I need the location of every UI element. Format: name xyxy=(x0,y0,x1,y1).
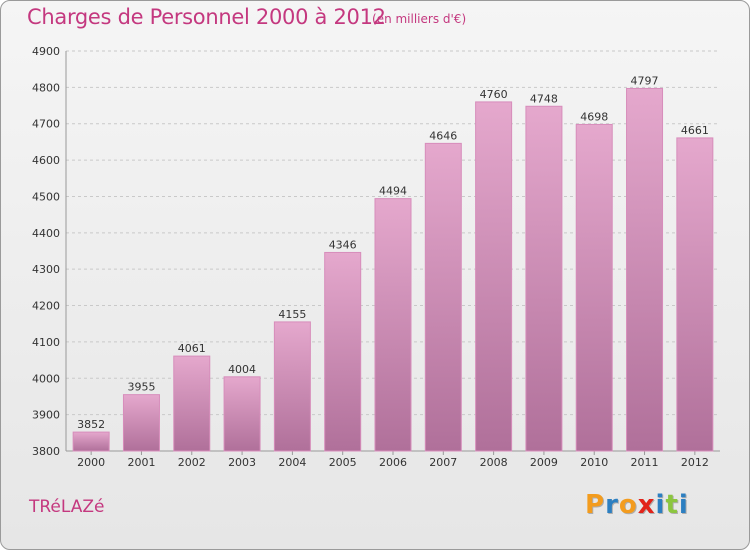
chart-title: Charges de Personnel 2000 à 2012 xyxy=(27,5,386,29)
bar-2001 xyxy=(122,394,160,452)
bar-value-label: 4346 xyxy=(329,238,357,251)
axes: 3800 3900 4000 4100 4200 4300 4400 4500 4600 4700… xyxy=(32,45,720,469)
y-tick-label: 3900 xyxy=(32,409,60,422)
place-name: TRéLAZé xyxy=(29,497,105,517)
y-tick-label: 4200 xyxy=(32,300,60,313)
bar-2005 xyxy=(324,251,362,452)
bars xyxy=(72,87,714,452)
chart-subtitle: (en milliers d'€) xyxy=(372,12,467,26)
bar-2011 xyxy=(626,87,664,452)
bar-2010 xyxy=(575,123,613,452)
bar-2008 xyxy=(475,101,513,452)
bar-2006 xyxy=(374,198,412,452)
bar-2012 xyxy=(676,137,714,452)
bar-2009 xyxy=(525,105,563,452)
x-tick-label: 2000 xyxy=(77,456,105,469)
x-tick-label: 2003 xyxy=(228,456,256,469)
y-tick-label: 4300 xyxy=(32,263,60,276)
bar-value-label: 4494 xyxy=(379,185,407,198)
bar-2002 xyxy=(173,355,211,452)
bar-value-label: 4004 xyxy=(228,363,256,376)
logo-letter: x xyxy=(637,490,656,520)
logo-letter: r xyxy=(605,490,619,520)
bar-2000 xyxy=(72,431,110,452)
logo-letter: o xyxy=(618,490,638,520)
bar-2004 xyxy=(273,321,311,452)
bar-value-label: 3852 xyxy=(77,418,105,431)
y-tick-label: 4600 xyxy=(32,154,60,167)
bar-value-label: 4797 xyxy=(631,74,659,87)
bar-value-label: 4760 xyxy=(480,88,508,101)
y-tick-label: 4000 xyxy=(32,372,60,385)
x-tick-label: 2011 xyxy=(631,456,659,469)
data-labels: 3852 3955 4061 4004 4155 4346 4494 4646 4760 4748… xyxy=(77,74,709,431)
x-tick-label: 2010 xyxy=(580,456,608,469)
bar-value-label: 4155 xyxy=(278,308,306,321)
logo-letter: i xyxy=(655,490,666,520)
x-tick-label: 2008 xyxy=(480,456,508,469)
x-tick-label: 2005 xyxy=(329,456,357,469)
bar-2003 xyxy=(223,376,261,452)
y-tick-label: 4800 xyxy=(32,81,60,94)
x-tick-label: 2004 xyxy=(278,456,306,469)
bar-value-label: 4061 xyxy=(178,342,206,355)
x-tick-label: 2001 xyxy=(127,456,155,469)
logo-letter: t xyxy=(665,490,679,520)
logo-letter: P xyxy=(585,490,606,520)
bar-value-label: 4646 xyxy=(429,129,457,142)
x-tick-label: 2002 xyxy=(178,456,206,469)
bar-value-label: 4698 xyxy=(580,110,608,123)
bar-value-label: 4748 xyxy=(530,92,558,105)
y-tick-label: 4100 xyxy=(32,336,60,349)
x-tick-label: 2006 xyxy=(379,456,407,469)
x-tick-label: 2009 xyxy=(530,456,558,469)
y-tick-label: 4400 xyxy=(32,227,60,240)
proxiti-logo[interactable]: Proxiti xyxy=(585,490,689,520)
y-tick-label: 3800 xyxy=(32,445,60,458)
bar-value-label: 4661 xyxy=(681,124,709,137)
bar-2007 xyxy=(424,142,462,452)
x-tick-label: 2007 xyxy=(429,456,457,469)
logo-letter: i xyxy=(678,490,689,520)
y-tick-label: 4700 xyxy=(32,118,60,131)
bar-value-label: 3955 xyxy=(127,381,155,394)
y-tick-label: 4500 xyxy=(32,190,60,203)
y-tick-label: 4900 xyxy=(32,45,60,58)
x-tick-label: 2012 xyxy=(681,456,709,469)
